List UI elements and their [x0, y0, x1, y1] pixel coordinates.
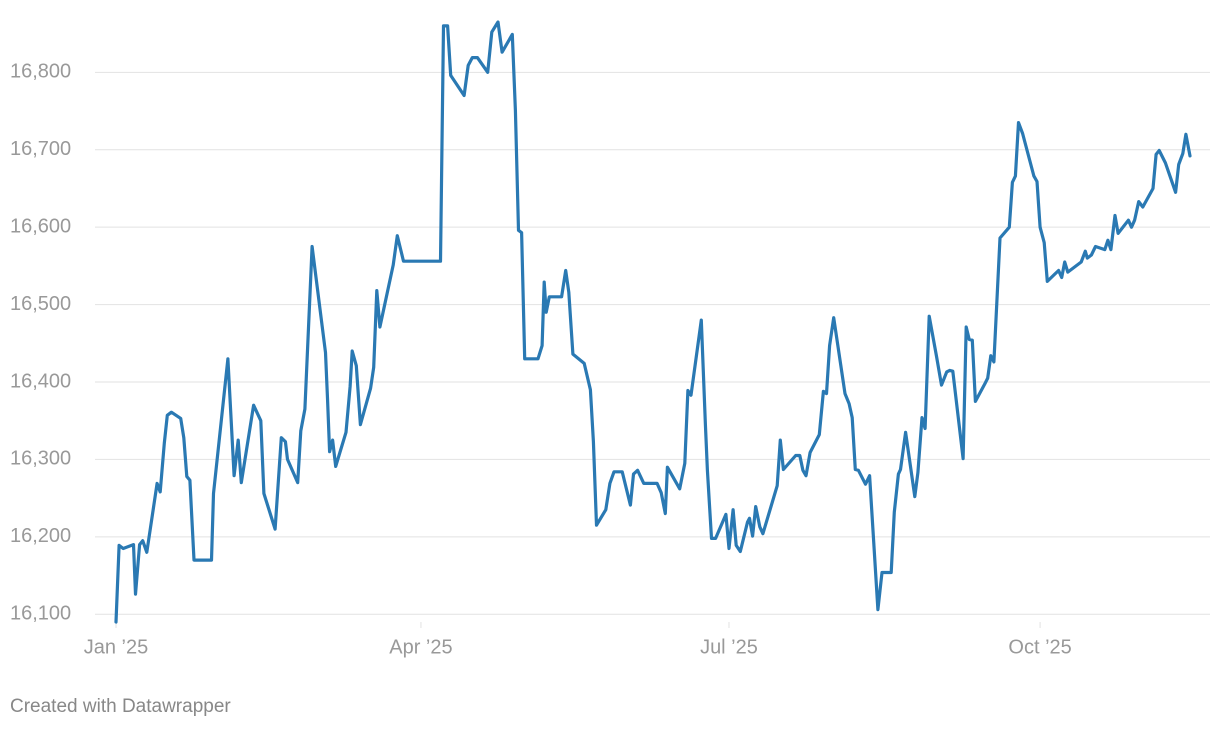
x-tick-label: Jul ’25	[700, 636, 758, 658]
y-tick-label: 16,700	[10, 138, 71, 160]
y-tick-label: 16,800	[10, 61, 71, 83]
y-tick-label: 16,300	[10, 448, 71, 470]
y-tick-label: 16,500	[10, 293, 71, 315]
x-tick-label: Apr ’25	[389, 636, 452, 658]
y-tick-label: 16,400	[10, 370, 71, 392]
y-tick-label: 16,100	[10, 603, 71, 625]
x-tick-label: Jan ’25	[84, 636, 149, 658]
footer: Created with Datawrapper	[10, 696, 231, 717]
line	[114, 20, 1192, 624]
x-tick-label: Oct ’25	[1008, 636, 1071, 658]
y-tick-label: 16,600	[10, 215, 71, 237]
y-tick-label: 16,200	[10, 525, 71, 547]
